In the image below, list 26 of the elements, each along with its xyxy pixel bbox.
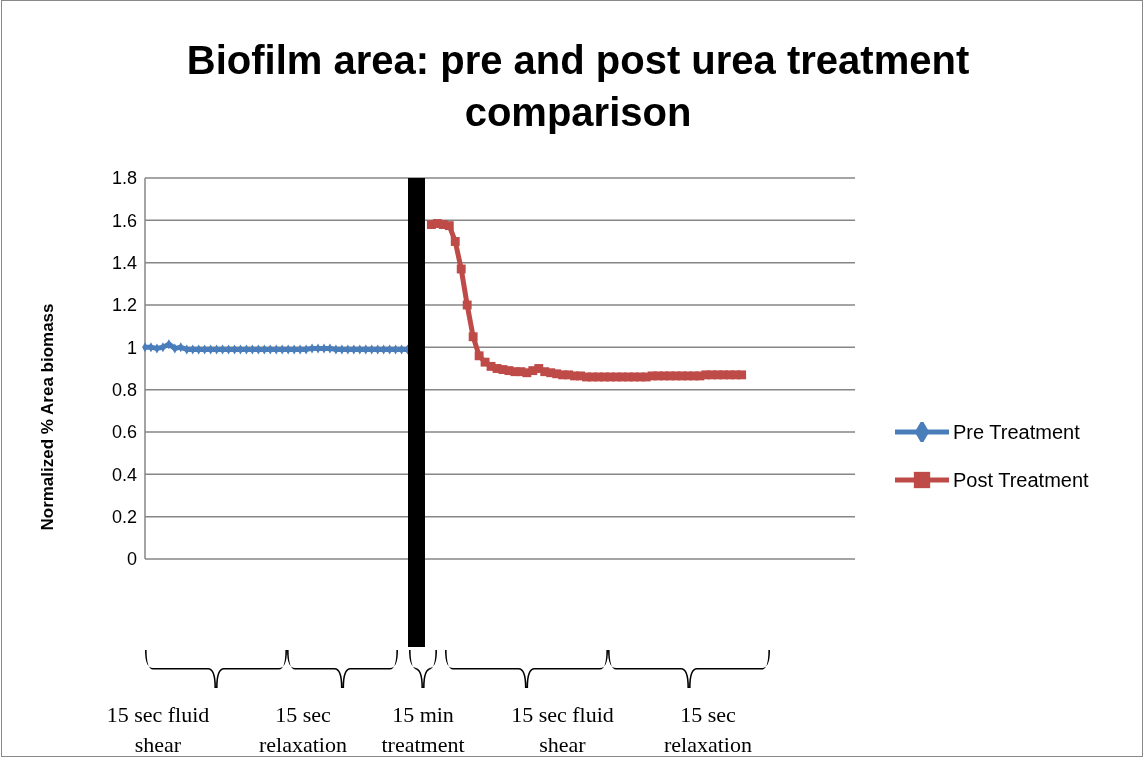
text: 15 sec relaxation bbox=[258, 701, 348, 757]
y-tick-label: 0.2 bbox=[111, 507, 137, 528]
y-tick-label: 0.8 bbox=[111, 380, 137, 401]
text: 15 sec relaxation bbox=[663, 701, 753, 757]
legend-label: Post Treatment bbox=[953, 468, 1089, 492]
text: 15 sec fluid shear bbox=[510, 701, 615, 757]
text: 15 sec fluid shear bbox=[105, 701, 211, 757]
y-tick-label: 1.6 bbox=[111, 210, 137, 231]
legend-label: Pre Treatment bbox=[953, 420, 1080, 444]
point bbox=[444, 221, 454, 231]
y-tick-label: 1.4 bbox=[111, 253, 137, 274]
point bbox=[450, 237, 460, 246]
y-tick-label: 1 bbox=[126, 337, 137, 358]
y-tick-label: 0.6 bbox=[111, 422, 137, 443]
y-tick-label: 0.4 bbox=[111, 464, 137, 485]
point bbox=[456, 264, 466, 274]
y-tick-label: 1.8 bbox=[111, 168, 137, 189]
point bbox=[474, 351, 484, 361]
text: 15 min treatment bbox=[380, 701, 466, 757]
y-tick-label: 1.2 bbox=[111, 295, 137, 316]
chart-title: Biofilm area: pre and post urea treatment comparison bbox=[185, 37, 971, 136]
point bbox=[737, 370, 747, 380]
y-tick-label: 0 bbox=[126, 549, 137, 570]
y-axis-title: Normalized % Area biomass bbox=[38, 302, 58, 531]
point bbox=[462, 300, 472, 310]
point bbox=[468, 332, 478, 342]
